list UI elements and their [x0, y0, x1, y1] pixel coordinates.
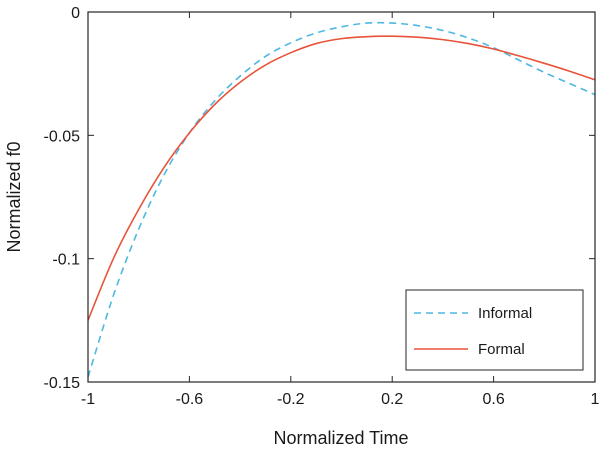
series-line-formal	[87, 35, 596, 321]
x-tick-label: 1	[591, 391, 600, 408]
y-tick-label: 0	[71, 5, 80, 22]
x-tick-label: 0.2	[381, 391, 403, 408]
y-axis-label: Normalized f0	[4, 141, 24, 252]
x-tick-label: -1	[81, 391, 95, 408]
x-tick-label: 0.6	[482, 391, 504, 408]
x-tick-label: -0.6	[176, 391, 204, 408]
y-tick-label: -0.15	[44, 375, 81, 392]
tick-layer: -1 -0.6 -0.2 0.2 0.6 1 -0.15 -0.1 -0.05 0	[44, 5, 600, 408]
legend: Informal Formal	[405, 289, 584, 371]
x-axis-label: Normalized Time	[273, 428, 408, 448]
y-tick-label: -0.05	[44, 128, 81, 145]
plot-frame	[87, 11, 596, 383]
series-layer	[87, 21, 596, 378]
legend-label-formal: Formal	[478, 341, 525, 358]
series-line-informal	[87, 21, 596, 378]
x-tick-label: -0.2	[277, 391, 305, 408]
legend-box	[405, 289, 584, 371]
legend-label-informal: Informal	[478, 305, 532, 322]
y-tick-label: -0.1	[52, 252, 80, 269]
